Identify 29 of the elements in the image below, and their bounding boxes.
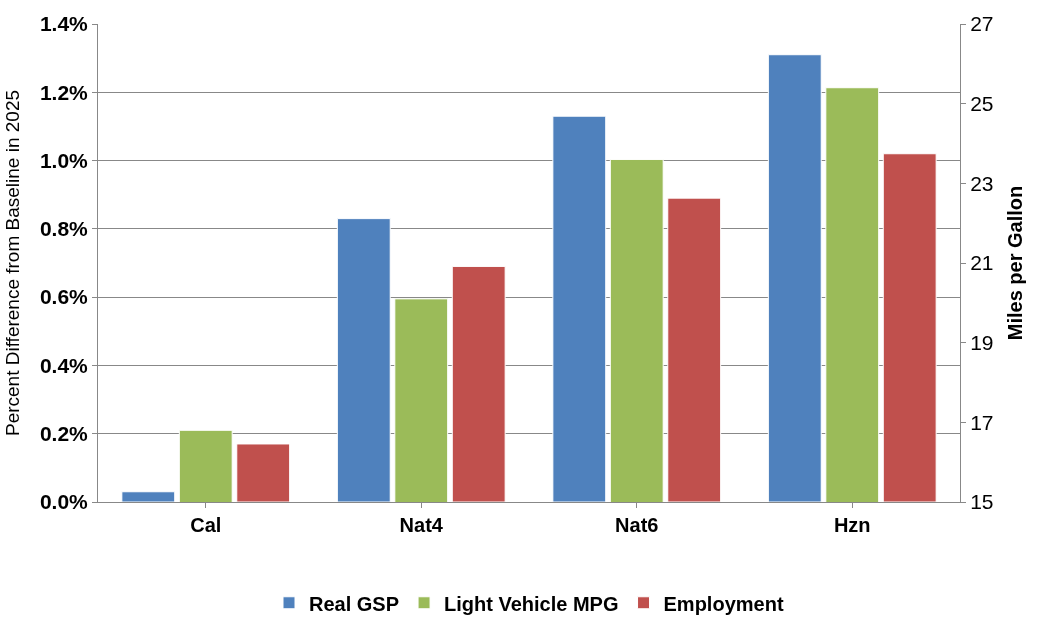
y-tick-label: 0.6% (39, 285, 89, 309)
y-tick-label: 0.2% (39, 422, 89, 446)
legend-label: Real GSP (309, 592, 400, 615)
bar (121, 491, 176, 502)
x-tick-label: Nat4 (399, 514, 444, 536)
bar (767, 54, 822, 502)
y2-tick-label: 19 (970, 331, 994, 355)
y-tick-label: 0.4% (39, 353, 89, 377)
y2-tick-label: 27 (970, 12, 994, 36)
y-tick-label: 1.2% (39, 80, 89, 104)
x-tick-label: Nat6 (615, 514, 659, 536)
y2-tick-label: 15 (970, 490, 994, 514)
legend-label: Employment (663, 592, 784, 615)
y2-tick-label: 21 (970, 251, 994, 275)
y-tick-label: 0.8% (39, 217, 89, 241)
x-tick-label: Hzn (833, 514, 871, 536)
y2-tick-label: 23 (970, 171, 994, 195)
y-tick-label: 1.4% (39, 12, 89, 36)
bar (336, 218, 391, 502)
bar (236, 443, 291, 502)
y2-tick-label: 25 (970, 92, 994, 116)
y2-tick-label: 17 (970, 410, 994, 434)
y2-axis-title: Miles per Gallon (1004, 185, 1027, 341)
y-tick-label: 0.0% (39, 490, 89, 514)
y-axis-title: Percent Difference from Baseline in 2025 (1, 89, 23, 437)
bar (667, 197, 722, 502)
y-tick-label: 1.0% (39, 148, 89, 172)
x-tick-label: Cal (190, 514, 222, 536)
legend-label: Light Vehicle MPG (444, 592, 619, 615)
